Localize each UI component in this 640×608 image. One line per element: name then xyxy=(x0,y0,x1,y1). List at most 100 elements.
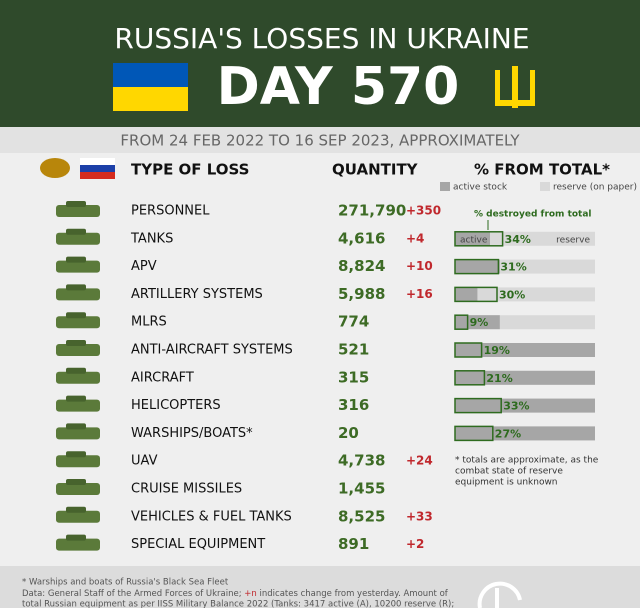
icon xyxy=(56,455,100,468)
row-change: +24 xyxy=(406,454,433,468)
icon xyxy=(56,260,100,273)
flag-yellow xyxy=(113,87,188,111)
bar-legend: reserve xyxy=(556,235,590,245)
bar-destroyed xyxy=(454,286,498,303)
bar-active xyxy=(455,315,500,330)
note-line: combat state of reserve xyxy=(455,467,563,477)
bar-legend: active xyxy=(460,235,488,245)
footer-text: * Warships and boats of Russia's Black S… xyxy=(22,578,229,588)
row-name: WARSHIPS/BOATS* xyxy=(131,426,253,441)
icon xyxy=(66,256,86,263)
destroyed-label: 31% xyxy=(500,261,526,274)
row-quantity: 316 xyxy=(338,396,369,414)
icon xyxy=(56,371,100,384)
row-name: MLRS xyxy=(131,315,167,330)
icon xyxy=(56,510,100,523)
row-quantity: 8,525 xyxy=(338,507,385,525)
row-quantity: 1,455 xyxy=(338,480,385,498)
row-name: TANKS xyxy=(130,231,173,246)
legend-destroyed: % destroyed from total xyxy=(474,210,592,220)
row-name: VEHICLES & FUEL TANKS xyxy=(131,509,292,524)
note-line: * totals are approximate, as the xyxy=(455,456,599,466)
row-quantity: 271,790 xyxy=(338,202,406,220)
row-change: +33 xyxy=(406,509,433,523)
icon xyxy=(66,506,86,513)
column-header: TYPE OF LOSS xyxy=(131,161,249,179)
flag-blue xyxy=(113,63,188,87)
row-name: SPECIAL EQUIPMENT xyxy=(131,537,265,552)
bar-destroyed xyxy=(454,258,500,275)
row-name: CRUISE MISSILES xyxy=(131,482,242,497)
bar-active xyxy=(455,259,500,274)
row-name: APV xyxy=(131,259,157,274)
row-quantity: 4,616 xyxy=(338,229,385,247)
note-line: equipment is unknown xyxy=(455,478,558,488)
row-name: AIRCRAFT xyxy=(131,370,194,385)
icon xyxy=(66,201,86,207)
icon xyxy=(56,288,100,301)
row-quantity: 774 xyxy=(338,313,369,331)
bar-active xyxy=(455,398,595,413)
row-name: UAV xyxy=(131,454,158,469)
column-header: % FROM TOTAL* xyxy=(474,161,610,179)
icon xyxy=(56,232,100,245)
legend-label: reserve (on paper) xyxy=(553,183,637,193)
logo xyxy=(477,581,522,608)
bar-active xyxy=(455,231,490,246)
icon xyxy=(56,344,100,356)
destroyed-label: 9% xyxy=(470,316,489,329)
destroyed-label: 33% xyxy=(503,400,529,413)
title: RUSSIA'S LOSSES IN UKRAINE xyxy=(114,22,529,55)
destroyed-label: 30% xyxy=(499,288,525,301)
bar-destroyed xyxy=(454,342,483,358)
column-header: QUANTITY xyxy=(332,161,419,179)
icon xyxy=(66,395,86,402)
row-name: ARTILLERY SYSTEMS xyxy=(131,287,263,302)
destroyed-label: 34% xyxy=(505,233,531,246)
trident xyxy=(495,66,535,108)
bar-destroyed xyxy=(454,231,504,247)
row-change: +16 xyxy=(406,287,433,301)
icon xyxy=(66,284,86,291)
russia-emblem xyxy=(40,158,115,179)
icon xyxy=(56,427,100,440)
rows: PERSONNEL 271,790 +350 TANKS 4,616 +4 34% activ… xyxy=(56,201,595,553)
icon xyxy=(66,312,86,319)
icon xyxy=(66,340,86,346)
row-name: ANTI-AIRCRAFT SYSTEMS xyxy=(131,343,293,358)
bar-destroyed xyxy=(454,370,486,386)
icon xyxy=(66,423,86,430)
row-quantity: 8,824 xyxy=(338,257,385,275)
day: DAY 570 xyxy=(217,57,460,117)
subtitle: FROM 24 FEB 2022 TO 16 SEP 2023, APPROXI… xyxy=(120,132,520,150)
legend-swatch xyxy=(440,182,450,191)
icon xyxy=(66,367,86,374)
bar-destroyed xyxy=(454,425,494,442)
row-name: PERSONNEL xyxy=(131,204,210,219)
bar-active xyxy=(455,370,595,385)
bar-active xyxy=(455,343,595,357)
bar-active xyxy=(455,287,478,302)
icon xyxy=(56,483,100,495)
row-quantity: 315 xyxy=(338,368,369,386)
destroyed-label: 27% xyxy=(495,427,521,440)
icon xyxy=(56,538,100,551)
footer-text: Data: General Staff of the Armed Forces … xyxy=(22,589,449,599)
row-quantity: 891 xyxy=(338,535,369,553)
footer-text: Data: General Staff of the Armed Forces … xyxy=(22,589,242,599)
icon xyxy=(56,316,100,329)
footer-text: total Russian equipment as per IISS Mili… xyxy=(22,600,454,608)
destroyed-label: 19% xyxy=(484,344,510,357)
row-quantity: 20 xyxy=(338,424,359,442)
row-change: +10 xyxy=(406,259,433,273)
icon xyxy=(66,451,86,458)
bar-destroyed xyxy=(454,397,502,414)
icon xyxy=(56,399,100,412)
footer-text: +n xyxy=(244,589,257,599)
subtitle-band xyxy=(0,127,640,153)
row-change: +4 xyxy=(406,231,424,245)
icon xyxy=(66,479,86,485)
icon xyxy=(66,534,86,541)
